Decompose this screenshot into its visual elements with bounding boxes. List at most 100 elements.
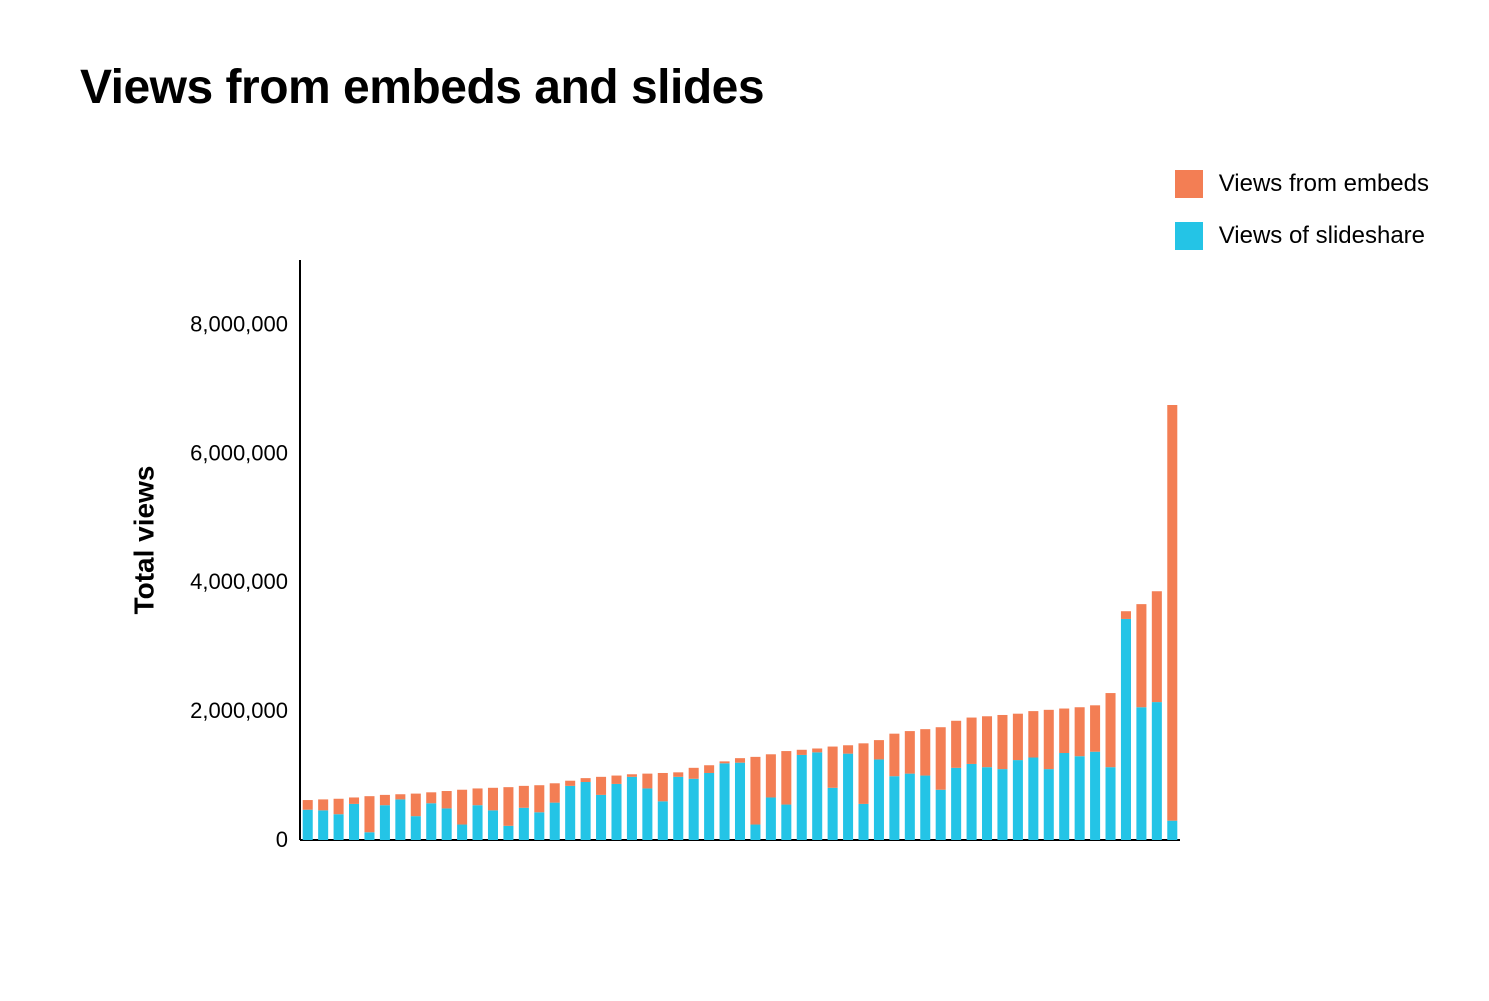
- bar-embeds: [1136, 604, 1146, 707]
- bar-slideshare: [1106, 767, 1116, 840]
- bar-embeds: [812, 748, 822, 752]
- bar-embeds: [534, 785, 544, 812]
- bar-embeds: [581, 778, 591, 782]
- bar-slideshare: [812, 752, 822, 840]
- bar-slideshare: [689, 779, 699, 840]
- bar-embeds: [735, 758, 745, 763]
- bar-slideshare: [905, 774, 915, 840]
- page-root: Views from embeds and slides Views from …: [0, 0, 1489, 1001]
- bar-slideshare: [380, 805, 390, 840]
- ytick-label: 0: [276, 827, 288, 852]
- bar-slideshare: [889, 776, 899, 840]
- bar-embeds: [473, 788, 483, 805]
- ytick-label: 6,000,000: [190, 440, 288, 465]
- bar-slideshare: [1152, 702, 1162, 840]
- bar-embeds: [720, 761, 730, 763]
- legend-swatch-embeds: [1175, 170, 1203, 198]
- ytick-label: 4,000,000: [190, 569, 288, 594]
- bar-slideshare: [766, 797, 776, 840]
- bar-slideshare: [750, 825, 760, 840]
- bar-embeds: [889, 734, 899, 777]
- bar-slideshare: [1044, 769, 1054, 840]
- bar-embeds: [797, 750, 807, 755]
- bar-slideshare: [442, 808, 452, 840]
- bar-slideshare: [627, 777, 637, 840]
- legend-swatch-slideshare: [1175, 222, 1203, 250]
- bar-embeds: [411, 794, 421, 817]
- bar-embeds: [1028, 711, 1038, 757]
- bar-slideshare: [720, 763, 730, 840]
- bar-embeds: [704, 765, 714, 773]
- bar-embeds: [364, 796, 374, 832]
- bar-slideshare: [735, 763, 745, 840]
- bar-slideshare: [1013, 760, 1023, 840]
- bar-slideshare: [488, 810, 498, 840]
- bar-slideshare: [534, 812, 544, 840]
- bar-slideshare: [611, 784, 621, 840]
- bar-embeds: [503, 787, 513, 826]
- bar-slideshare: [519, 808, 529, 840]
- bar-slideshare: [395, 799, 405, 840]
- bar-slideshare: [364, 832, 374, 840]
- bar-slideshare: [581, 782, 591, 840]
- bar-slideshare: [303, 810, 313, 840]
- bar-embeds: [642, 774, 652, 789]
- bar-embeds: [997, 715, 1007, 769]
- bar-embeds: [1044, 710, 1054, 769]
- bar-slideshare: [704, 773, 714, 840]
- bar-embeds: [395, 794, 405, 799]
- bar-embeds: [611, 776, 621, 784]
- chart-svg: 0 2,000,000 4,000,000 6,000,000 8,000,000: [180, 260, 1180, 880]
- bar-embeds: [318, 799, 328, 810]
- bar-slideshare: [858, 804, 868, 840]
- legend: Views from embeds Views of slideshare: [1175, 170, 1429, 250]
- y-axis-label: Total views: [128, 466, 160, 615]
- bar-embeds: [689, 768, 699, 779]
- bar-slideshare: [967, 764, 977, 840]
- bar-embeds: [920, 729, 930, 775]
- legend-label-slideshare: Views of slideshare: [1219, 222, 1425, 250]
- bar-embeds: [781, 751, 791, 804]
- bar-slideshare: [673, 777, 683, 840]
- bar-embeds: [1106, 693, 1116, 767]
- bar-embeds: [380, 795, 390, 805]
- bar-slideshare: [642, 788, 652, 840]
- ytick-label: 8,000,000: [190, 311, 288, 336]
- chart-title: Views from embeds and slides: [80, 60, 764, 115]
- bar-slideshare: [997, 769, 1007, 840]
- bar-embeds: [828, 747, 838, 788]
- bar-embeds: [967, 718, 977, 764]
- legend-label-embeds: Views from embeds: [1219, 170, 1429, 198]
- bar-embeds: [488, 788, 498, 811]
- legend-item-embeds: Views from embeds: [1175, 170, 1429, 198]
- bar-embeds: [1152, 591, 1162, 702]
- bar-embeds: [334, 799, 344, 814]
- bar-slideshare: [982, 767, 992, 840]
- bar-slideshare: [1136, 707, 1146, 840]
- bar-embeds: [1013, 714, 1023, 760]
- bar-embeds: [1090, 705, 1100, 751]
- bar-embeds: [874, 740, 884, 759]
- bar-slideshare: [936, 790, 946, 840]
- bar-embeds: [303, 800, 313, 810]
- bar-slideshare: [1075, 756, 1085, 840]
- ytick-label: 2,000,000: [190, 698, 288, 723]
- bar-slideshare: [473, 805, 483, 840]
- bar-slideshare: [951, 768, 961, 840]
- bar-embeds: [565, 781, 575, 786]
- bar-embeds: [1167, 405, 1177, 821]
- chart-area: 0 2,000,000 4,000,000 6,000,000 8,000,000: [180, 260, 1180, 880]
- bar-slideshare: [1167, 821, 1177, 840]
- bar-slideshare: [457, 825, 467, 840]
- bar-embeds: [658, 773, 668, 801]
- legend-item-slideshare: Views of slideshare: [1175, 222, 1429, 250]
- bar-embeds: [766, 754, 776, 797]
- bar-embeds: [596, 777, 606, 795]
- bar-slideshare: [1121, 619, 1131, 840]
- bar-embeds: [750, 757, 760, 825]
- bar-embeds: [349, 797, 359, 803]
- bar-embeds: [1075, 707, 1085, 756]
- bar-slideshare: [503, 826, 513, 840]
- bar-embeds: [519, 786, 529, 808]
- bar-embeds: [905, 731, 915, 774]
